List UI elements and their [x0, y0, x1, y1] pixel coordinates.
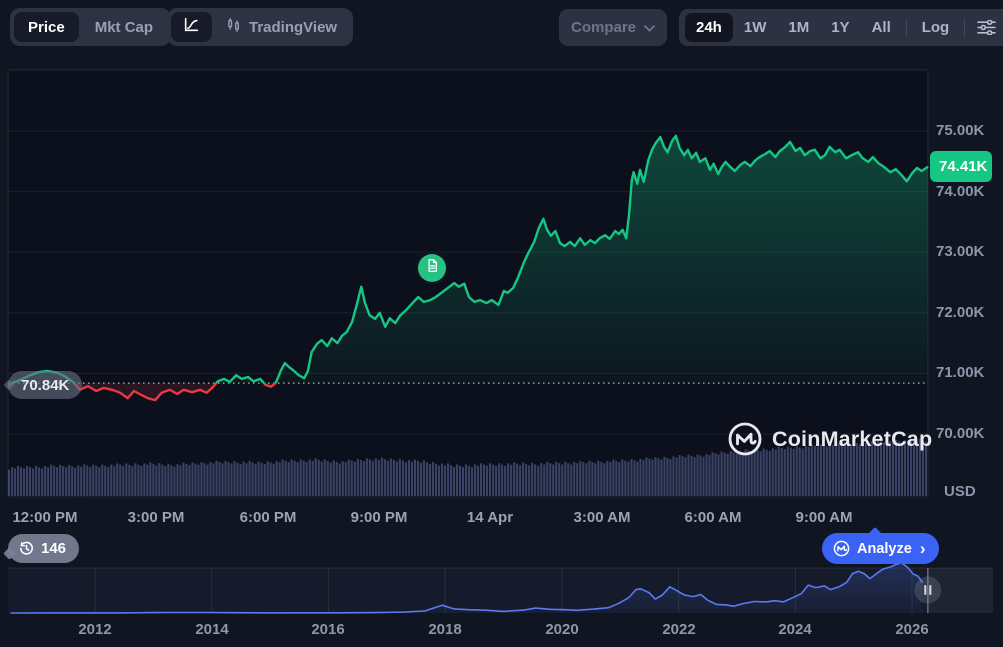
prev-close-value: 70.84K [21, 376, 70, 394]
navigator-line [10, 562, 924, 614]
compare-dropdown[interactable]: Compare [559, 9, 667, 46]
range-1W[interactable]: 1W [743, 19, 767, 36]
time-tick: 12:00 PM [12, 509, 78, 526]
divider [905, 19, 907, 36]
tradingview-toggle[interactable]: TradingView [214, 17, 349, 38]
compare-label: Compare [570, 19, 637, 36]
current-price-badge: 74.41K [930, 151, 992, 182]
news-marker[interactable] [418, 254, 446, 282]
news-count-value: 146 [41, 540, 67, 557]
chart-type-toggle: TradingView [167, 8, 354, 46]
time-tick: 3:00 AM [573, 509, 631, 526]
tradingview-label: TradingView [249, 18, 338, 36]
prev-close-badge: 70.84K [3, 371, 83, 399]
price-tick: 75.00K [936, 122, 985, 139]
price-tick: 71.00K [936, 364, 985, 381]
coinmarketcap-logo-icon [727, 421, 763, 457]
plot-border [7, 69, 929, 498]
price-area-green [8, 135, 928, 384]
chevron-down-icon [644, 19, 655, 36]
time-tick: 9:00 AM [795, 509, 853, 526]
navigator-handle[interactable] [914, 576, 942, 604]
news-count-badge[interactable]: 146 [3, 534, 80, 563]
watermark: CoinMarketCap [727, 421, 932, 457]
chart-settings-button[interactable] [969, 20, 1003, 35]
price-tick: 72.00K [936, 304, 985, 321]
analyze-button[interactable]: Analyze › [822, 526, 940, 564]
price-line-green [9, 134, 929, 384]
divider [964, 19, 966, 36]
line-chart-toggle[interactable] [171, 12, 212, 42]
time-tick: 6:00 PM [239, 509, 297, 526]
price-mktcap-toggle: Price Mkt Cap [10, 8, 172, 46]
volume-bars [8, 438, 928, 497]
navigator-unselected-range [927, 568, 993, 613]
analyze-label: Analyze [857, 540, 912, 557]
year-tick: 2018 [428, 621, 462, 638]
year-tick: 2024 [778, 621, 812, 638]
coinmarketcap-logo-icon [833, 540, 850, 557]
watermark-label: CoinMarketCap [772, 426, 933, 451]
document-icon [425, 258, 440, 278]
time-tick: 6:00 AM [684, 509, 742, 526]
range-24h[interactable]: 24h [685, 13, 733, 42]
price-tab[interactable]: Price [14, 12, 79, 42]
navigator-area [10, 563, 923, 613]
range-1M[interactable]: 1M [788, 19, 810, 36]
year-tick: 2026 [895, 621, 929, 638]
currency-label: USD [944, 483, 976, 500]
price-tick: 70.00K [936, 425, 985, 442]
range-selector: 24h 1W 1M 1Y All Log [679, 9, 1003, 46]
range-1Y[interactable]: 1Y [831, 19, 850, 36]
range-All[interactable]: All [871, 19, 891, 36]
time-tick: 9:00 PM [350, 509, 408, 526]
line-chart-icon [183, 16, 200, 38]
price-area-red [8, 383, 276, 401]
time-tick: 3:00 PM [127, 509, 185, 526]
year-tick: 2014 [195, 621, 229, 638]
candlestick-icon [226, 17, 242, 38]
price-tick: 73.00K [936, 243, 985, 260]
chevron-right-icon: › [919, 538, 926, 558]
year-tick: 2020 [545, 621, 579, 638]
price-tick: 74.00K [936, 183, 985, 200]
year-tick: 2022 [662, 621, 696, 638]
clock-history-icon [18, 540, 35, 557]
mktcap-tab[interactable]: Mkt Cap [94, 18, 154, 36]
year-tick: 2012 [78, 621, 112, 638]
log-toggle[interactable]: Log [921, 19, 950, 36]
year-tick: 2016 [311, 621, 345, 638]
time-tick: 14 Apr [466, 509, 514, 526]
